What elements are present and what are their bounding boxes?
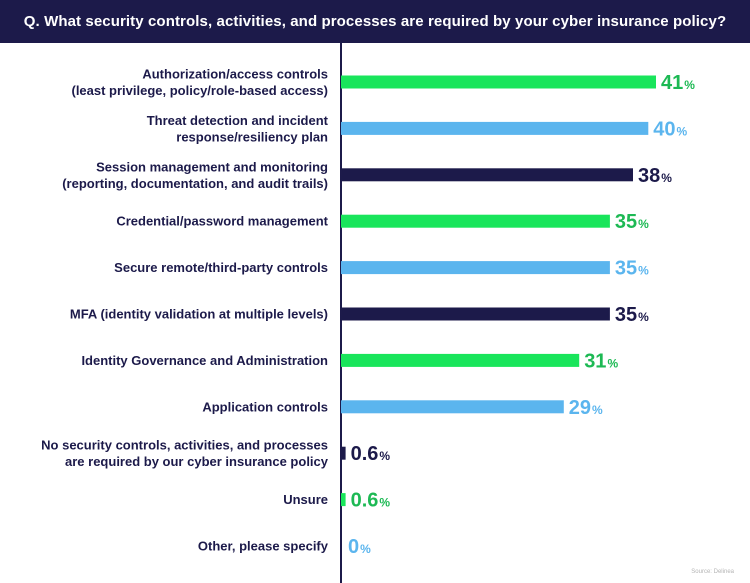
value-label: 29% [569,397,603,419]
source-note: Source: Delinea [691,569,734,575]
question-header: Q. What security controls, activities, a… [0,0,750,43]
category-label: Application controls [202,399,328,414]
bar [341,75,656,89]
value-label: 35% [615,211,649,233]
category-label: Secure remote/third-party controls [114,260,328,275]
value-label: 40% [653,118,687,140]
bar [341,121,649,135]
category-label: Credential/password management [116,214,328,229]
value-label: 31% [584,350,618,372]
category-label: Authorization/access controls (least priv… [71,67,328,99]
category-label: No security controls, activities, and pr… [41,438,329,470]
value-label: 35% [615,258,649,280]
value-label: 41% [661,72,695,94]
value-label: 38% [638,165,672,187]
bar [341,400,564,414]
bar [341,214,610,228]
bar [341,168,633,182]
category-label: Threat detection and incident response/re… [147,113,329,144]
value-label: 0% [348,536,371,558]
question-text: Q. What security controls, activities, a… [23,13,727,30]
category-label: Identity Governance and Administration [81,353,328,368]
value-label: 0.6% [351,490,391,512]
bar [341,493,346,507]
category-label: Other, please specify [198,539,329,554]
category-label: Unsure [283,492,328,507]
bar [341,261,610,275]
value-label: 0.6% [351,443,391,465]
bar [341,446,346,460]
bar [341,353,580,367]
category-label: Session management and monitoring (report… [62,159,328,191]
value-label: 35% [615,304,649,326]
bar [341,307,610,321]
category-label: MFA (identity validation at multiple lev… [70,307,328,322]
